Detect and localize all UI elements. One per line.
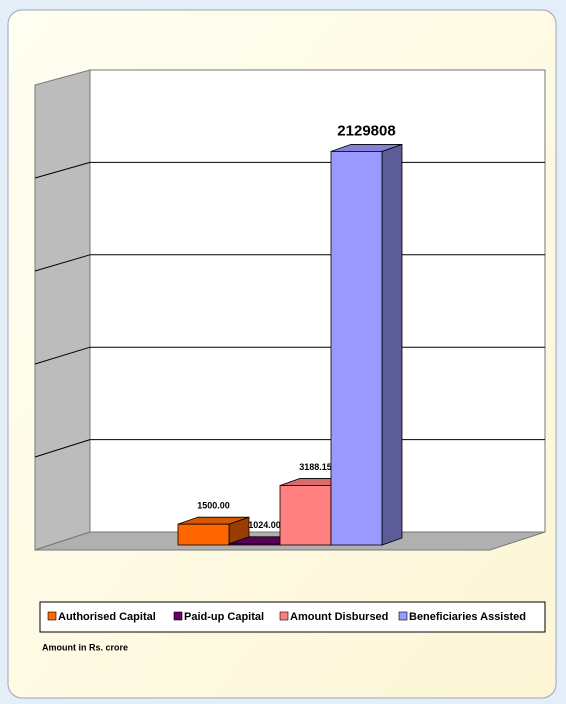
bar-side [381,143,403,546]
bar-front [177,523,230,546]
legend-label: Authorised Capital [58,611,156,623]
legend [39,601,546,633]
bar [330,143,403,546]
legend-swatch [398,611,408,621]
legend-swatch [279,611,289,621]
legend-label: Paid-up Capital [184,611,264,623]
legend-label: Beneficiaries Assisted [409,611,526,623]
value-label: 1500.00 [197,501,230,511]
value-label: 2129808 [337,122,395,139]
legend-swatch [47,611,57,621]
value-label: 3188.15 [299,462,332,472]
grid-line [34,346,91,365]
grid-line [34,254,91,272]
grid-line [34,439,91,458]
note: Amount in Rs. crore [42,642,128,652]
bar [177,516,250,546]
legend-swatch [173,611,183,621]
legend-label: Amount Disbursed [290,611,388,623]
grid-line [34,161,91,179]
value-label: 1024.00 [248,520,281,530]
left-wall [34,69,91,551]
bar-front [330,151,383,546]
bar-front [279,485,332,546]
bar-front [228,543,281,546]
